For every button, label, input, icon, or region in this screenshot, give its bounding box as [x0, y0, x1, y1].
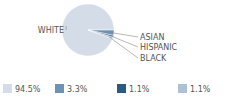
- legend-swatch: [3, 84, 12, 93]
- pie: [62, 4, 114, 56]
- leader-line: [66, 26, 67, 30]
- pie-slice: [88, 30, 113, 39]
- slice-label: HISPANIC: [140, 43, 178, 52]
- slice-label: ASIAN: [140, 33, 164, 42]
- legend-swatch: [55, 84, 64, 93]
- slice-labels: WHITE ASIANHISPANIC BLACK: [38, 26, 178, 63]
- legend-label: 1.1%: [190, 85, 211, 94]
- leader-line: [109, 37, 138, 58]
- legend: 94.5% 3.3% 1.1% 1.1%: [3, 84, 211, 94]
- legend-swatch: [178, 84, 187, 93]
- leader-line: [110, 32, 138, 37]
- slice-label: BLACK: [140, 54, 167, 63]
- chart: WHITE ASIANHISPANIC BLACK 94.5% 3.3% 1.1% 1.1%: [0, 0, 240, 100]
- slice-label: WHITE: [38, 26, 64, 35]
- legend-label: 94.5%: [15, 85, 41, 94]
- pie-slice: [62, 4, 114, 56]
- leader-line: [109, 35, 138, 47]
- legend-swatch: [117, 84, 126, 93]
- legend-label: 1.1%: [129, 85, 150, 94]
- legend-label: 3.3%: [67, 85, 88, 94]
